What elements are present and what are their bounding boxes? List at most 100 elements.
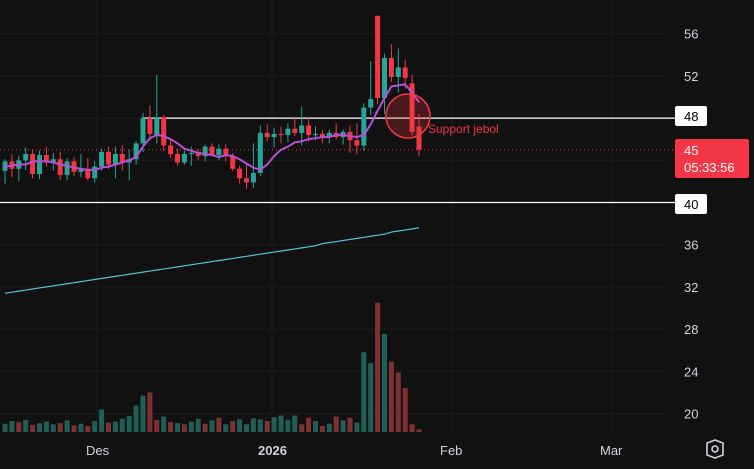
volume-bar — [354, 422, 360, 432]
price-candles — [2, 15, 422, 189]
ma-long-line — [4, 227, 420, 294]
candle-body — [264, 132, 270, 138]
candle-body — [361, 107, 367, 146]
price-axis[interactable]: 20 24 28 32 36 52 56 — [684, 27, 698, 422]
volume-bar — [175, 423, 180, 432]
candle-body — [382, 57, 387, 99]
candle-body — [23, 153, 29, 161]
candle-body — [257, 132, 263, 173]
level-48-tag — [675, 106, 707, 126]
volume-bar — [209, 420, 215, 432]
candle-body — [168, 145, 174, 154]
long-moving-average — [4, 227, 420, 294]
x-tick-mar: Mar — [600, 443, 623, 458]
volume-bar — [395, 372, 401, 432]
volume-bar — [30, 424, 36, 432]
candle-body — [313, 133, 318, 136]
candle-body — [85, 169, 91, 179]
candle-body — [216, 148, 222, 156]
volume-bar — [43, 421, 49, 432]
short-moving-average — [4, 83, 420, 171]
candle-body — [71, 161, 77, 172]
x-tick-des: Des — [86, 443, 110, 458]
grid-lines — [0, 0, 665, 432]
volume-bar — [64, 420, 70, 432]
support-annotation[interactable]: Support jebol — [385, 93, 499, 139]
volume-bar — [388, 361, 394, 432]
candle-body — [416, 126, 422, 150]
volume-bar — [161, 416, 167, 432]
y-tick-36: 36 — [684, 238, 698, 253]
volume-bar — [375, 302, 381, 432]
volume-bar — [154, 419, 160, 432]
candle-body — [106, 151, 111, 165]
volume-bar — [278, 415, 284, 432]
volume-bar — [237, 419, 243, 432]
volume-bar — [106, 422, 111, 432]
y-tick-24: 24 — [684, 364, 698, 379]
volume-bar — [230, 421, 236, 432]
volume-bar — [2, 423, 8, 432]
candle-body — [92, 166, 98, 179]
candle-body — [375, 15, 381, 99]
horizontal-levels — [0, 117, 675, 204]
volume-bar — [250, 418, 256, 432]
candle-body — [354, 140, 360, 146]
volume-bar — [306, 417, 312, 432]
volume-bar — [361, 352, 367, 432]
volume-bar — [271, 417, 277, 432]
volume-bar — [244, 424, 249, 432]
volume-bar — [292, 415, 298, 432]
volume-bar — [333, 416, 339, 432]
volume-bar — [223, 424, 229, 432]
volume-bar — [340, 420, 346, 432]
volume-bar — [409, 424, 415, 432]
candle-body — [271, 133, 277, 138]
candle-body — [133, 143, 139, 160]
volume-bar — [92, 421, 98, 432]
volume-bar — [264, 421, 270, 432]
volume-bar — [78, 423, 84, 432]
candle-body — [250, 172, 256, 183]
volume-bar — [216, 417, 222, 432]
candle-body — [409, 83, 415, 132]
volume-bar — [168, 422, 174, 432]
time-axis[interactable]: Des 2026 Feb Mar — [86, 443, 623, 458]
level-48-label: 48 — [684, 109, 698, 124]
volume-bar — [99, 409, 105, 432]
volume-bar — [85, 425, 91, 432]
y-tick-56: 56 — [684, 27, 698, 42]
chart-settings-icon[interactable] — [706, 439, 724, 459]
candle-body — [299, 125, 305, 133]
candle-body — [237, 168, 243, 179]
candle-body — [50, 159, 56, 163]
volume-bar — [382, 334, 387, 432]
volume-bar — [147, 392, 153, 432]
volume-bar — [23, 419, 29, 432]
candle-body — [112, 153, 118, 165]
volume-bar — [368, 363, 374, 432]
volume-bars — [2, 302, 422, 432]
countdown-label: 05:33:56 — [684, 160, 735, 175]
candle-body — [319, 133, 325, 138]
annotation-circle[interactable] — [385, 93, 431, 139]
level-40-label: 40 — [684, 197, 698, 212]
volume-bar — [326, 423, 332, 432]
candle-body — [188, 152, 194, 155]
candle-body — [202, 146, 208, 157]
candle-body — [230, 156, 236, 169]
candle-body — [175, 153, 180, 163]
candle-body — [99, 151, 105, 167]
y-tick-20: 20 — [684, 407, 698, 422]
candle-body — [244, 178, 249, 183]
volume-bar — [181, 424, 187, 432]
candle-body — [223, 148, 229, 157]
volume-bar — [57, 423, 63, 432]
volume-bar — [195, 418, 201, 432]
annotation-text: Support jebol — [428, 122, 499, 136]
candle-body — [64, 161, 70, 176]
volume-bar — [9, 421, 15, 432]
level-40-tag — [675, 194, 707, 214]
volume-bar — [37, 423, 42, 432]
candle-body — [402, 67, 408, 79]
